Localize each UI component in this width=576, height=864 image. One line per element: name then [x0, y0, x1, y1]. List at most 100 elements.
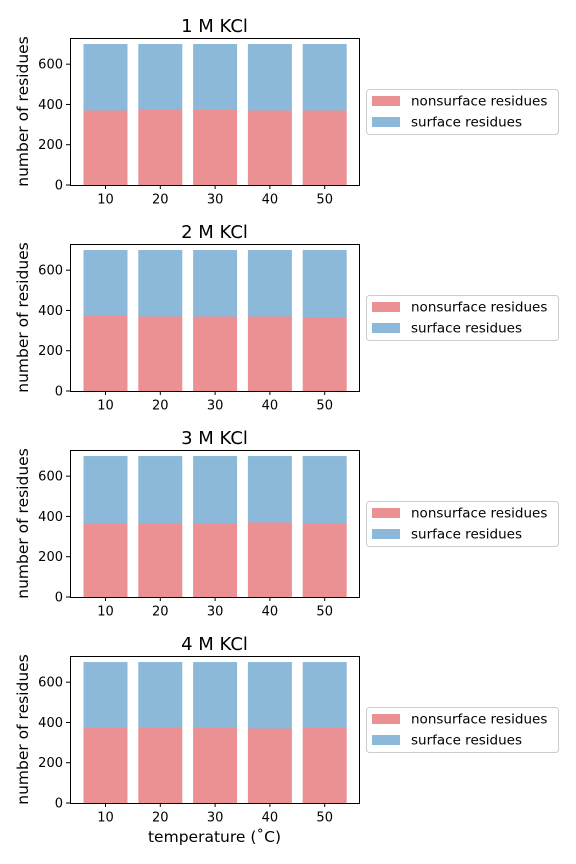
legend-box: [366, 501, 559, 547]
legend-swatch-nonsurface: [372, 508, 400, 518]
bar-nonsurface-10: [83, 315, 128, 391]
bar-nonsurface-50: [302, 523, 347, 597]
y-tick-label: 400: [38, 304, 63, 319]
legend-box: [366, 707, 559, 753]
x-tick-label: 20: [152, 811, 169, 826]
x-tick-label: 20: [152, 605, 169, 620]
bar-surface-20: [138, 662, 183, 728]
legend-box: [366, 295, 559, 341]
y-tick-label: 200: [38, 138, 63, 153]
bar-surface-20: [138, 44, 183, 110]
x-tick-label: 10: [97, 605, 114, 620]
x-axis-label: temperature (˚C): [148, 828, 281, 846]
legend-label-surface: surface residues: [411, 321, 522, 337]
y-tick-label: 200: [38, 756, 63, 771]
x-tick-label: 50: [316, 193, 333, 208]
bar-surface-30: [193, 250, 238, 317]
legend: nonsurface residues surface residues: [366, 295, 559, 341]
y-axis-label: number of residues: [14, 36, 32, 187]
x-tick-label: 40: [262, 605, 279, 620]
y-tick-label: 600: [38, 470, 63, 485]
x-tick-label: 40: [262, 811, 279, 826]
chart-panel-4: 0 200 400 600 10 20 30 40 50 4 M KCl number of res…: [14, 634, 559, 846]
legend: nonsurface residues surface residues: [366, 501, 559, 547]
chart-title: 3 M KCl: [181, 428, 248, 449]
bar-nonsurface-30: [193, 316, 238, 391]
chart-title: 4 M KCl: [181, 634, 248, 655]
y-tick-label: 0: [55, 591, 63, 606]
legend-label-surface: surface residues: [411, 527, 522, 543]
bar-nonsurface-50: [302, 727, 347, 803]
legend-label-surface: surface residues: [411, 733, 522, 749]
bar-surface-50: [302, 250, 347, 318]
legend-swatch-surface: [372, 529, 400, 539]
bar-surface-40: [247, 44, 292, 111]
bar-nonsurface-10: [83, 523, 128, 597]
chart-panel-3: 0 200 400 600 10 20 30 40 50 3 M KCl number of res…: [14, 428, 559, 620]
bar-nonsurface-10: [83, 110, 128, 185]
legend-label-nonsurface: nonsurface residues: [411, 300, 547, 316]
legend-label-nonsurface: nonsurface residues: [411, 506, 547, 522]
bar-nonsurface-10: [83, 727, 128, 803]
bar-nonsurface-20: [138, 523, 183, 597]
bar-surface-50: [302, 662, 347, 728]
x-tick-label: 20: [152, 193, 169, 208]
y-tick-label: 0: [55, 179, 63, 194]
legend: nonsurface residues surface residues: [366, 89, 559, 135]
legend-swatch-nonsurface: [372, 96, 400, 106]
y-tick-label: 600: [38, 676, 63, 691]
legend-label-surface: surface residues: [411, 115, 522, 131]
bar-surface-50: [302, 456, 347, 524]
legend-swatch-surface: [372, 117, 400, 127]
y-tick-label: 0: [55, 797, 63, 812]
chart-title: 1 M KCl: [181, 16, 248, 37]
chart-title: 2 M KCl: [181, 222, 248, 243]
bar-nonsurface-40: [247, 728, 292, 803]
bar-surface-40: [247, 662, 292, 729]
y-axis-label: number of residues: [14, 654, 32, 805]
bar-nonsurface-30: [193, 727, 238, 803]
y-tick-label: 600: [38, 58, 63, 73]
bar-surface-40: [247, 250, 292, 317]
bar-surface-30: [193, 456, 238, 524]
bar-nonsurface-20: [138, 109, 183, 185]
bar-surface-40: [247, 456, 292, 523]
legend-label-nonsurface: nonsurface residues: [411, 94, 547, 110]
bar-nonsurface-30: [193, 523, 238, 597]
x-tick-label: 10: [97, 399, 114, 414]
bar-nonsurface-40: [247, 316, 292, 391]
y-tick-label: 600: [38, 264, 63, 279]
x-tick-label: 30: [207, 811, 224, 826]
bar-nonsurface-40: [247, 522, 292, 597]
legend: nonsurface residues surface residues: [366, 707, 559, 753]
legend-swatch-nonsurface: [372, 714, 400, 724]
bar-surface-10: [83, 662, 128, 728]
x-tick-label: 30: [207, 193, 224, 208]
bar-nonsurface-20: [138, 316, 183, 391]
legend-swatch-surface: [372, 735, 400, 745]
chart-panel-1: 0 200 400 600 10 20 30 40 50 1 M KCl number of res…: [14, 16, 559, 208]
y-axis-label: number of residues: [14, 242, 32, 393]
y-tick-label: 400: [38, 98, 63, 113]
bar-surface-20: [138, 456, 183, 524]
bar-surface-10: [83, 44, 128, 111]
bar-surface-10: [83, 456, 128, 524]
x-tick-label: 30: [207, 605, 224, 620]
legend-swatch-nonsurface: [372, 302, 400, 312]
x-tick-label: 50: [316, 811, 333, 826]
bar-surface-30: [193, 44, 238, 110]
bar-nonsurface-30: [193, 109, 238, 185]
y-tick-label: 400: [38, 716, 63, 731]
x-tick-label: 40: [262, 399, 279, 414]
x-tick-label: 20: [152, 399, 169, 414]
x-tick-label: 10: [97, 193, 114, 208]
legend-swatch-surface: [372, 323, 400, 333]
x-tick-label: 10: [97, 811, 114, 826]
legend-label-nonsurface: nonsurface residues: [411, 712, 547, 728]
y-tick-label: 0: [55, 385, 63, 400]
y-axis-label: number of residues: [14, 448, 32, 599]
x-tick-label: 30: [207, 399, 224, 414]
bar-nonsurface-40: [247, 110, 292, 185]
bar-nonsurface-50: [302, 317, 347, 391]
y-tick-label: 400: [38, 510, 63, 525]
